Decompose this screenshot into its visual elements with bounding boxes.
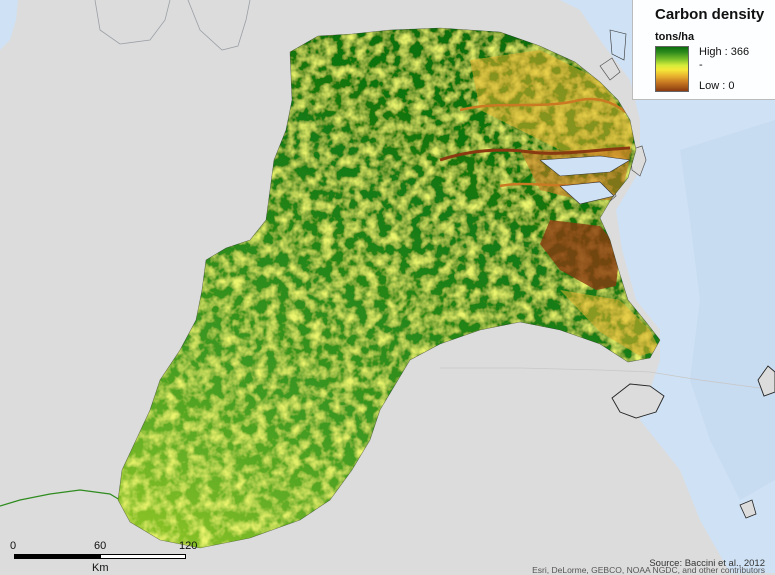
basemap-credits: Esri, DeLorme, GEBCO, NOAA NGDC, and oth… [532, 565, 765, 575]
legend-tick-label: - [699, 59, 703, 71]
legend-high-label: High : 366 [699, 46, 750, 58]
coastline-north [94, 0, 171, 45]
low-density-core [540, 220, 620, 290]
scale-unit: Km [92, 562, 109, 574]
coastline-southwest [0, 489, 121, 507]
river-2 [459, 97, 635, 121]
delta-water-channel-3 [609, 29, 627, 61]
ocean-east-deep [680, 120, 775, 500]
scale-segment-dark [14, 554, 100, 559]
island-far-east [757, 365, 775, 397]
ocean-northwest [0, 0, 18, 50]
island-east-2 [599, 57, 621, 81]
data-source: Source: Baccini et al., 2012 [649, 558, 765, 569]
river-1 [439, 146, 631, 162]
legend-title: Carbon density [655, 6, 765, 23]
island-southeast-2 [739, 499, 757, 519]
scale-bar: 0 60 120 Km [0, 540, 200, 574]
map-legend: Carbon density tons/ha High : 366 - Low … [632, 0, 775, 100]
delta-water-channel-2 [559, 181, 615, 205]
coastline-northwest [187, 0, 251, 51]
coastline-southeast [440, 367, 761, 389]
scale-segment-light [100, 554, 186, 559]
legend-units: tons/ha [655, 31, 695, 43]
delta-water-channel-1 [539, 155, 631, 177]
island-southeast [611, 383, 665, 419]
legend-color-ramp [655, 46, 689, 92]
legend-low-label: Low : 0 [699, 80, 735, 92]
scale-label-60: 60 [94, 540, 107, 552]
scale-label-120: 120 [179, 540, 198, 552]
scale-label-0: 0 [10, 540, 17, 552]
low-density-band-east [560, 290, 660, 356]
